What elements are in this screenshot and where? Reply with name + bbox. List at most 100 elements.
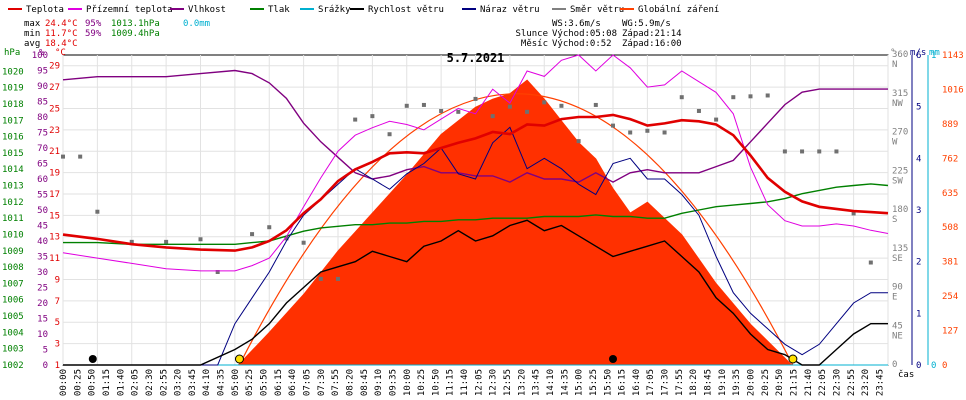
- wind-direction-point: [645, 128, 650, 133]
- wind-direction-point: [490, 114, 495, 119]
- moon-label: Měsíc: [521, 39, 548, 49]
- x-tick: 10:25: [417, 369, 427, 396]
- x-tick: 01:15: [102, 369, 112, 396]
- x-tick: 17:05: [646, 369, 656, 396]
- legend-label: Srážky: [318, 5, 351, 15]
- moonrise-info: Východ:0:52: [552, 39, 612, 49]
- wind-direction-point: [456, 109, 461, 114]
- wind-direction-point: [679, 95, 684, 100]
- solar-radiation-area: [237, 79, 794, 366]
- wind-direction-point: [129, 239, 134, 244]
- wm2-tick: 635: [942, 189, 958, 199]
- left-axes: hPa% °C1002100310041005100610071008100910…: [2, 48, 66, 371]
- x-tick: 07:05: [302, 369, 312, 396]
- dir-cardinal: E: [892, 293, 897, 303]
- stat-humidity: 59%: [85, 29, 102, 39]
- x-tick-label: 20:25: [761, 369, 771, 396]
- solar-theoretical-line: [238, 93, 794, 366]
- x-tick-label: 00:25: [73, 369, 83, 396]
- x-tick-label: 18:45: [704, 369, 714, 396]
- dir-cardinal: NE: [892, 331, 903, 341]
- wind-direction-point: [662, 130, 667, 135]
- temp-tick: 17: [49, 190, 60, 200]
- hpa-tick: 1014: [2, 165, 24, 175]
- stats-block: max 24.4°C 95% 1013.1hPa 0.0mm min 11.7°C 59% 10…: [24, 19, 210, 49]
- x-tick: 18:45: [704, 369, 714, 396]
- temp-tick: 1: [55, 361, 60, 371]
- wind-direction-point: [834, 149, 839, 154]
- wind-direction-point: [851, 211, 856, 216]
- wind-direction-point: [731, 95, 736, 100]
- x-tick-label: 01:15: [102, 369, 112, 396]
- x-tick-label: 17:05: [646, 369, 656, 396]
- dir-tick: 225: [892, 166, 908, 176]
- x-tick: 09:35: [388, 369, 398, 396]
- x-tick-label: 17:30: [661, 369, 671, 396]
- hpa-tick: 1017: [2, 116, 24, 126]
- wind-direction-point: [336, 276, 340, 281]
- wind-direction-point: [95, 209, 100, 214]
- x-tick: 20:00: [747, 369, 757, 396]
- sunrise-info: Východ:05:08: [552, 29, 617, 39]
- pct-tick: 25: [37, 284, 48, 294]
- pct-tick: 90: [37, 82, 48, 92]
- hpa-tick: 1016: [2, 133, 24, 143]
- x-tick: 07:55: [331, 369, 341, 396]
- pct-tick: 95: [37, 67, 48, 77]
- x-tick-label: 13:45: [532, 369, 542, 396]
- pct-tick: 5: [43, 346, 48, 356]
- wind-direction-point: [301, 240, 306, 245]
- x-tick: 10:00: [403, 369, 413, 396]
- wm2-tick: 0: [942, 361, 947, 371]
- hpa-tick: 1009: [2, 247, 24, 257]
- hpa-tick: 1018: [2, 100, 24, 110]
- x-tick-label: 01:40: [116, 369, 126, 396]
- moonrise-marker: [88, 355, 97, 363]
- pct-tick: 0: [43, 361, 48, 371]
- legend-label: Tlak: [268, 5, 290, 15]
- temperature-line: [62, 113, 889, 252]
- ms-tick: 0: [916, 361, 921, 371]
- temp-tick: 9: [55, 275, 60, 285]
- legend: Teplota Přízemní teplota Vlhkost Tlak Srážky…: [8, 5, 719, 15]
- x-tick: 13:45: [532, 369, 542, 396]
- x-tick: 05:25: [245, 369, 255, 396]
- x-tick-label: 02:55: [159, 369, 169, 396]
- dir-cardinal: S: [892, 215, 897, 225]
- ms-unit: m/s: [910, 48, 926, 58]
- x-tick-label: 08:20: [345, 369, 355, 396]
- hpa-tick: 1020: [2, 67, 24, 77]
- x-tick-label: 02:05: [131, 369, 141, 396]
- x-tick-label: 06:15: [274, 369, 284, 396]
- x-tick-label: 08:45: [360, 369, 370, 396]
- wind-direction-point: [421, 102, 426, 107]
- hpa-tick: 1006: [2, 296, 24, 306]
- pct-tick: 20: [37, 299, 48, 309]
- temp-tick: 3: [55, 340, 60, 350]
- wind-direction-points: [61, 93, 873, 281]
- temp-tick: 15: [49, 211, 60, 221]
- x-tick-label: 00:50: [88, 369, 98, 396]
- x-tick-label: 12:30: [489, 369, 499, 396]
- x-tick: 16:15: [618, 369, 628, 396]
- wm2-tick: 1016: [942, 85, 964, 95]
- x-tick-label: 16:40: [632, 369, 642, 396]
- stat-temp: 18.4°C: [45, 39, 78, 49]
- x-tick-label: 04:35: [217, 369, 227, 396]
- wind-direction-point: [404, 103, 409, 108]
- pct-tick: 60: [37, 175, 48, 185]
- wind-direction-point: [78, 154, 83, 159]
- wind-direction-point: [61, 154, 65, 159]
- x-tick: 04:35: [217, 369, 227, 396]
- x-tick-label: 23:20: [861, 369, 871, 396]
- x-tick-label: 10:00: [403, 369, 413, 396]
- x-tick-label: 05:50: [260, 369, 270, 396]
- wind-direction-point: [628, 130, 633, 135]
- x-unit: čas: [898, 369, 914, 380]
- x-tick-label: 10:25: [417, 369, 427, 396]
- x-tick-label: 22:05: [818, 369, 828, 396]
- wind-gust-info: WG:5.9m/s: [622, 19, 671, 29]
- x-tick: 19:10: [718, 369, 728, 396]
- chart-title: 5.7.2021: [447, 51, 505, 65]
- hpa-tick: 1010: [2, 230, 24, 240]
